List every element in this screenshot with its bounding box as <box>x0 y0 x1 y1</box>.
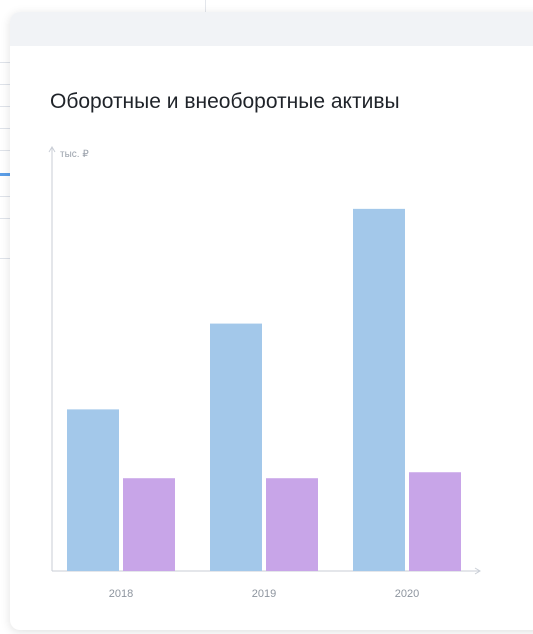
x-tick-label: 2019 <box>252 588 276 600</box>
y-axis-arrow <box>48 146 56 153</box>
bar-2020-series-2 <box>409 472 461 571</box>
bar-chart: тыс. ₽ 2018 2019 2020 <box>48 146 481 600</box>
background-divider <box>0 106 14 107</box>
background-divider <box>0 84 14 85</box>
background-divider <box>0 62 14 63</box>
chart-card: Оборотные и внеоборотные активы тыс. ₽ 20… <box>10 12 533 630</box>
background-divider <box>0 128 14 129</box>
bar-2019-series-1 <box>210 323 262 571</box>
background-divider <box>0 218 14 219</box>
card-header <box>10 12 533 46</box>
chart-labels: тыс. ₽ 2018 2019 2020 <box>60 149 419 600</box>
x-axis-arrow <box>474 567 481 575</box>
bar-2018-series-1 <box>67 409 119 571</box>
chart-bars <box>67 208 461 571</box>
bar-2019-series-2 <box>266 478 318 571</box>
background-divider <box>205 0 206 14</box>
bar-2018-series-2 <box>123 478 175 571</box>
bar-2020-series-1 <box>353 208 405 571</box>
background-divider <box>0 150 14 151</box>
chart-title: Оборотные и внеоборотные активы <box>50 90 400 113</box>
background-divider <box>0 258 14 259</box>
y-axis-label: тыс. ₽ <box>60 149 89 160</box>
background-active-indicator <box>0 173 12 176</box>
x-tick-label: 2020 <box>395 588 419 600</box>
background-divider <box>0 196 14 197</box>
x-tick-label: 2018 <box>109 588 133 600</box>
